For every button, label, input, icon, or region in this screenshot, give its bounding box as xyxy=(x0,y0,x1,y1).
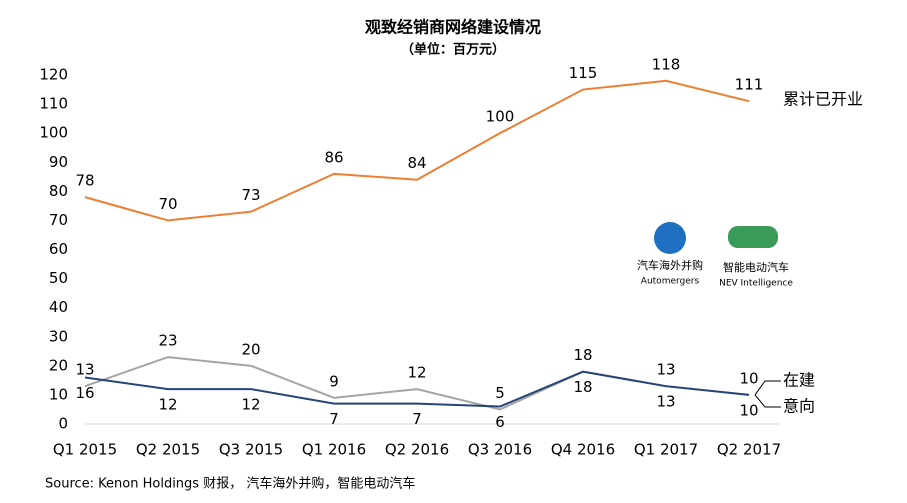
data-label: 12 xyxy=(241,396,260,414)
y-tick-label: 30 xyxy=(49,327,68,345)
data-label: 115 xyxy=(569,64,598,82)
data-label: 73 xyxy=(241,186,260,204)
data-label: 5 xyxy=(495,384,505,402)
data-label: 18 xyxy=(573,346,592,364)
x-tick-label: Q1 2016 xyxy=(302,441,366,459)
data-label: 84 xyxy=(407,154,426,172)
y-tick-label: 110 xyxy=(39,95,68,113)
legend-label: 累计已开业 xyxy=(783,90,863,109)
x-tick-label: Q3 2015 xyxy=(219,441,283,459)
legend-leader xyxy=(754,380,781,396)
line xyxy=(84,79,750,222)
x-tick-label: Q3 2016 xyxy=(468,441,532,459)
legend-label: 在建 xyxy=(783,371,815,390)
logo-text: 智能电动汽车 xyxy=(723,260,789,274)
data-label: 86 xyxy=(324,148,343,166)
data-label: 13 xyxy=(656,361,675,379)
y-tick-label: 80 xyxy=(49,182,68,200)
data-label: 12 xyxy=(407,364,426,382)
data-label: 10 xyxy=(739,369,758,387)
x-tick-label: Q2 2015 xyxy=(136,441,200,459)
data-label: 20 xyxy=(241,340,260,358)
x-tick-label: Q1 2017 xyxy=(634,441,698,459)
data-label: 13 xyxy=(656,393,675,411)
x-tick-label: Q2 2017 xyxy=(717,441,781,459)
y-tick-label: 60 xyxy=(49,240,68,258)
chart-title: 观致经销商网络建设情况 xyxy=(365,18,541,37)
logo: 汽车海外并购 Automergers 智能电动汽车 NEV Intelligen… xyxy=(637,222,793,289)
y-tick-label: 70 xyxy=(49,211,68,229)
data-label: 78 xyxy=(75,172,94,190)
data-label: 12 xyxy=(158,396,177,414)
data-label: 23 xyxy=(158,332,177,350)
y-tick-label: 40 xyxy=(49,298,68,316)
data-label: 70 xyxy=(158,195,177,213)
data-label: 6 xyxy=(495,413,505,431)
data-label: 118 xyxy=(652,55,681,73)
legend-leader xyxy=(754,394,781,408)
logo-icon xyxy=(654,222,686,254)
logo-text: NEV Intelligence xyxy=(719,279,793,289)
line xyxy=(84,370,750,408)
y-tick-label: 0 xyxy=(58,415,68,433)
source: Source: Kenon Holdings 财报， 汽车海外并购，智能电动汽车 xyxy=(45,476,415,492)
y-tick-label: 100 xyxy=(39,124,68,142)
logo-icon xyxy=(728,226,778,248)
data-label: 9 xyxy=(329,372,339,390)
chart-subtitle: （单位：百万元） xyxy=(401,42,505,58)
data-label: 111 xyxy=(735,76,764,94)
y-tick-label: 120 xyxy=(39,66,68,84)
x-tick-label: Q2 2016 xyxy=(385,441,449,459)
data-label: 13 xyxy=(75,361,94,379)
x-tick-label: Q4 2016 xyxy=(551,441,615,459)
x-tick-label: Q1 2015 xyxy=(53,441,117,459)
data-label: 100 xyxy=(486,108,515,126)
legend-label: 意向 xyxy=(783,397,815,416)
y-tick-label: 50 xyxy=(49,269,68,287)
data-label: 10 xyxy=(739,401,758,419)
y-tick-label: 10 xyxy=(49,385,68,403)
logo-text: 汽车海外并购 xyxy=(637,258,703,272)
logo-text: Automergers xyxy=(641,277,700,287)
data-label: 7 xyxy=(412,410,422,428)
y-tick-label: 20 xyxy=(49,356,68,374)
data-label: 7 xyxy=(329,410,339,428)
data-label: 18 xyxy=(573,378,592,396)
y-tick-label: 90 xyxy=(49,153,68,171)
data-label: 16 xyxy=(75,384,94,402)
